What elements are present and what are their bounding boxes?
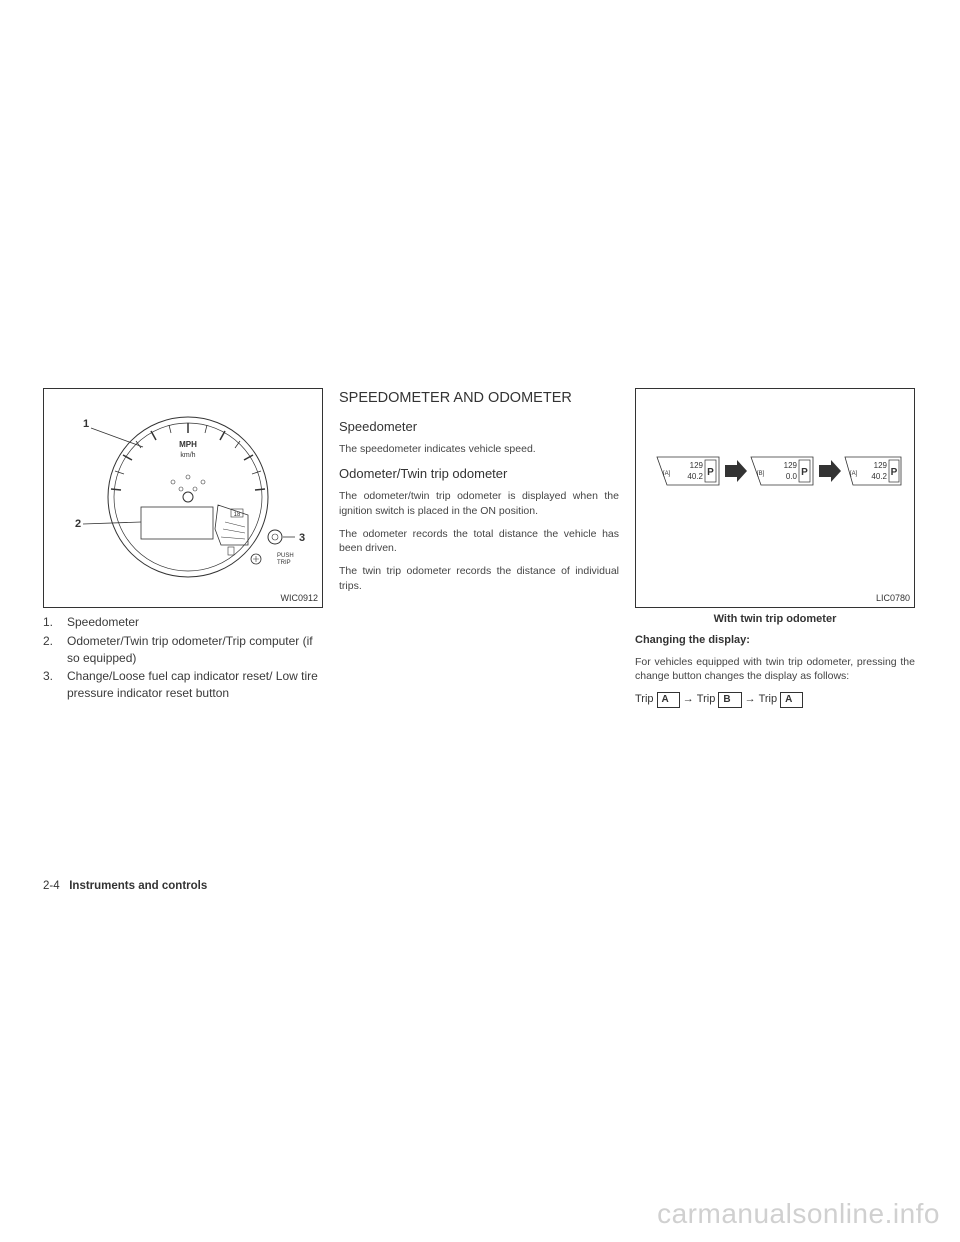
list-num: 2. bbox=[43, 633, 67, 667]
page-number: 2-4 bbox=[43, 880, 60, 892]
list-text: Speedometer bbox=[67, 614, 139, 631]
svg-text:[A]: [A] bbox=[850, 471, 858, 477]
page-footer: 2-4 Instruments and controls bbox=[43, 880, 207, 892]
section-title: Instruments and controls bbox=[69, 880, 207, 892]
arrow-icon: → bbox=[745, 692, 756, 707]
column-1: MPH km/h 18 bbox=[43, 388, 323, 708]
subsection-heading: Speedometer bbox=[339, 418, 619, 436]
svg-text:129: 129 bbox=[874, 461, 888, 470]
list-item: 3.Change/Loose fuel cap indicator reset/… bbox=[43, 668, 323, 702]
trip-box-a: A bbox=[780, 692, 803, 708]
speedometer-figure: MPH km/h 18 bbox=[43, 388, 323, 608]
content-columns: MPH km/h 18 bbox=[43, 388, 919, 708]
svg-text:P: P bbox=[891, 467, 898, 478]
svg-text:PUSH: PUSH bbox=[277, 553, 294, 559]
svg-text:2: 2 bbox=[75, 518, 81, 530]
svg-text:MPH: MPH bbox=[179, 440, 197, 449]
body-paragraph: The twin trip odometer records the dista… bbox=[339, 564, 619, 593]
callout-list: 1.Speedometer 2.Odometer/Twin trip odome… bbox=[43, 614, 323, 702]
svg-text:129: 129 bbox=[690, 461, 704, 470]
list-text: Change/Loose fuel cap indicator reset/ L… bbox=[67, 668, 323, 702]
svg-text:TRIP: TRIP bbox=[277, 560, 291, 566]
figure-id-label: LIC0780 bbox=[876, 592, 910, 605]
body-paragraph: For vehicles equipped with twin trip odo… bbox=[635, 655, 915, 684]
arrow-icon: → bbox=[683, 692, 694, 707]
trip-word: Trip bbox=[635, 692, 654, 707]
figure-id-label: WIC0912 bbox=[280, 592, 318, 605]
trip-box-b: B bbox=[718, 692, 741, 708]
lcd-diagram: [A] 129 40.2 P [B] 129 0.0 bbox=[645, 439, 905, 519]
list-item: 2.Odometer/Twin trip odometer/Trip compu… bbox=[43, 633, 323, 667]
svg-text:40.2: 40.2 bbox=[871, 472, 887, 481]
list-num: 1. bbox=[43, 614, 67, 631]
body-paragraph: The odometer/twin trip odometer is displ… bbox=[339, 489, 619, 518]
svg-text:1: 1 bbox=[83, 418, 89, 430]
svg-text:40.2: 40.2 bbox=[687, 472, 703, 481]
odometer-figure: [A] 129 40.2 P [B] 129 0.0 bbox=[635, 388, 915, 608]
svg-text:0.0: 0.0 bbox=[786, 472, 798, 481]
body-paragraph: The speedometer indicates vehicle speed. bbox=[339, 442, 619, 457]
svg-text:[A]: [A] bbox=[663, 471, 671, 477]
svg-text:P: P bbox=[707, 467, 714, 478]
trip-sequence: Trip A → Trip B → Trip A bbox=[635, 692, 915, 708]
list-num: 3. bbox=[43, 668, 67, 702]
list-text: Odometer/Twin trip odometer/Trip compute… bbox=[67, 633, 323, 667]
svg-text:129: 129 bbox=[784, 461, 798, 470]
column-3: [A] 129 40.2 P [B] 129 0.0 bbox=[635, 388, 915, 708]
trip-word: Trip bbox=[759, 692, 778, 707]
trip-box-a: A bbox=[657, 692, 680, 708]
watermark-text: carmanualsonline.info bbox=[657, 1198, 940, 1230]
section-heading: SPEEDOMETER AND ODOMETER bbox=[339, 388, 619, 408]
svg-text:18: 18 bbox=[234, 512, 241, 518]
page: MPH km/h 18 bbox=[0, 0, 960, 1242]
body-paragraph: The odometer records the total distance … bbox=[339, 527, 619, 556]
figure-caption: With twin trip odometer bbox=[635, 612, 915, 627]
svg-text:km/h: km/h bbox=[180, 452, 195, 459]
svg-text:3: 3 bbox=[299, 532, 305, 544]
column-2: SPEEDOMETER AND ODOMETER Speedometer The… bbox=[339, 388, 619, 708]
subsection-heading: Odometer/Twin trip odometer bbox=[339, 465, 619, 483]
svg-text:[B]: [B] bbox=[757, 471, 765, 477]
speedometer-diagram: MPH km/h 18 bbox=[53, 397, 313, 597]
list-item: 1.Speedometer bbox=[43, 614, 323, 631]
svg-text:P: P bbox=[801, 467, 808, 478]
sub-heading: Changing the display: bbox=[635, 633, 915, 648]
trip-word: Trip bbox=[697, 692, 716, 707]
